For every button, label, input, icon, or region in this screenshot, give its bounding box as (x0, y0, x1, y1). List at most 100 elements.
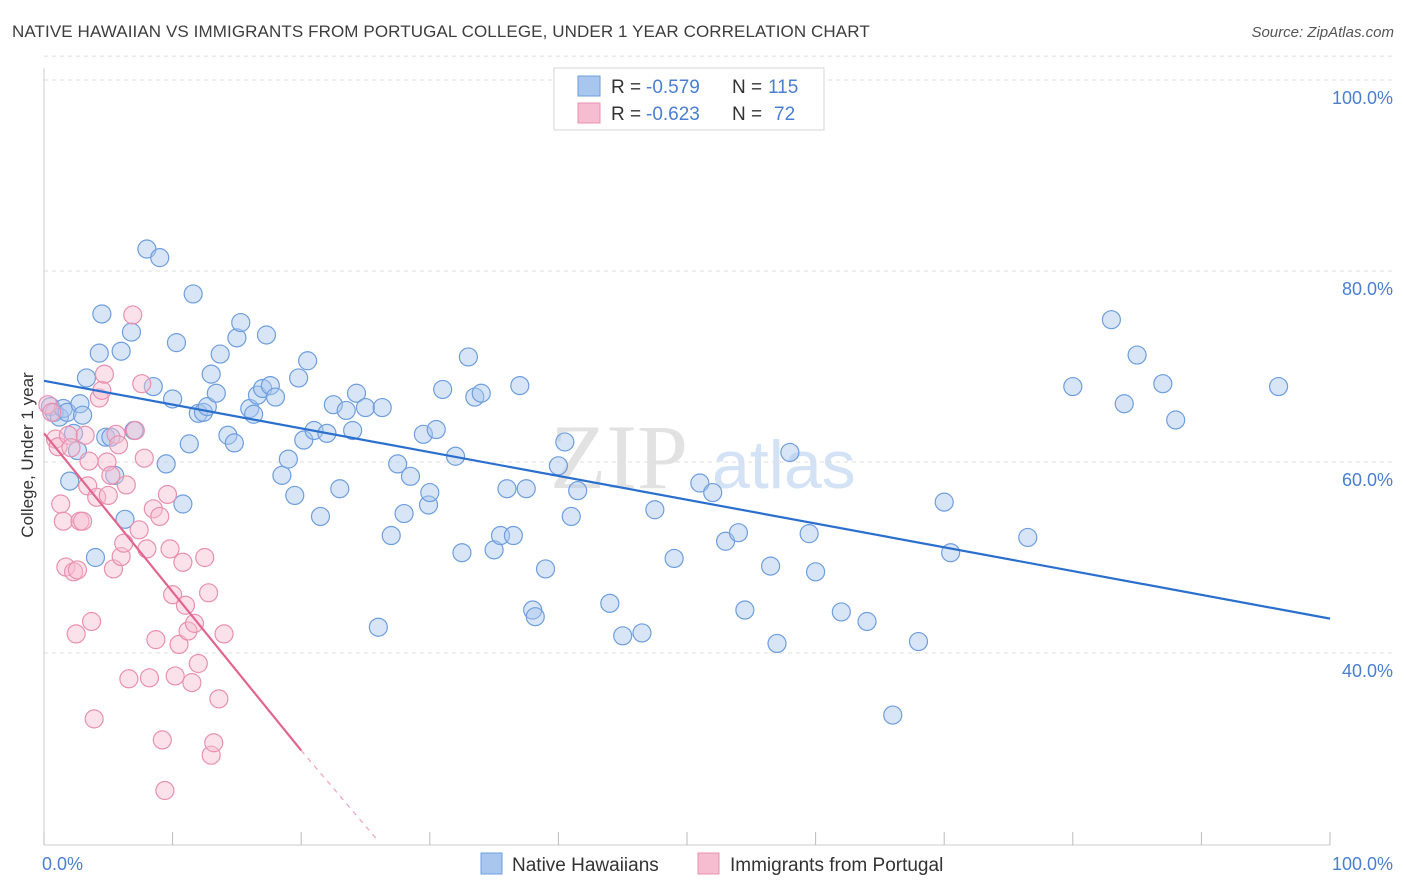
data-point (535, 559, 556, 579)
data-point (525, 607, 545, 627)
data-point (857, 611, 877, 632)
data-point (372, 397, 392, 418)
data-point (81, 611, 102, 632)
data-point (1018, 527, 1038, 548)
trend-line-immigrants-from-portugal (43, 432, 303, 752)
data-point (129, 520, 149, 540)
data-point (184, 613, 205, 633)
legend-n-value-1: 115 (768, 77, 798, 98)
data-point (160, 539, 180, 559)
data-point (760, 556, 781, 576)
x-tick-label-min: 0.0% (42, 854, 83, 874)
data-point (388, 454, 408, 474)
data-point (413, 424, 433, 444)
trend-lines (43, 379, 1331, 842)
data-point (278, 449, 298, 469)
data-point (294, 430, 314, 450)
y-tick-label-40: 40.0% (1342, 661, 1393, 681)
data-point (510, 376, 530, 396)
bottom-legend-label-2: Immigrants from Portugal (730, 855, 943, 876)
legend-r-value-1: -0.579 (646, 77, 700, 98)
data-point (394, 503, 414, 524)
data-point (201, 745, 221, 765)
watermark-zip: ZIP (550, 406, 688, 508)
y-tick-labels: 40.0% 60.0% 80.0% 100.0% (1332, 88, 1393, 681)
data-point (72, 511, 93, 531)
data-point (497, 479, 517, 499)
legend-r-label-1: R = (611, 77, 641, 98)
data-point (79, 451, 99, 471)
bottom-legend-label-1: Native Hawaiians (512, 855, 659, 876)
data-point (152, 730, 172, 750)
x-ticks (43, 832, 1331, 845)
data-point (188, 653, 208, 674)
data-point (767, 633, 787, 654)
y-tick-label-80: 80.0% (1342, 279, 1393, 299)
data-point (458, 347, 478, 367)
data-point (381, 525, 401, 546)
data-point (632, 623, 652, 643)
data-point (173, 494, 193, 514)
data-point (214, 624, 234, 644)
data-point (343, 420, 363, 441)
data-point (150, 248, 170, 268)
data-point (85, 547, 106, 568)
data-point (94, 364, 115, 384)
data-point (123, 305, 143, 325)
data-point (555, 432, 575, 452)
data-point (206, 383, 226, 403)
data-point (1268, 376, 1289, 397)
data-point (121, 322, 142, 342)
data-point (561, 506, 581, 527)
legend-n-value-2: 72 (774, 104, 795, 125)
gridlines (44, 55, 1393, 654)
data-point (433, 379, 453, 400)
data-point (166, 333, 187, 353)
data-point (664, 548, 684, 569)
data-point (516, 479, 536, 499)
data-point (143, 376, 163, 397)
chart-title: NATIVE HAWAIIAN VS IMMIGRANTS FROM PORTU… (12, 22, 870, 41)
data-point (1153, 374, 1173, 394)
data-point (66, 624, 86, 644)
data-point (101, 465, 121, 485)
legend-n-label-1: N = (732, 77, 762, 98)
data-point (143, 499, 163, 519)
data-point (134, 448, 154, 468)
data-point (227, 328, 247, 348)
data-point (132, 374, 152, 394)
data-point (165, 666, 185, 686)
data-point (61, 438, 81, 458)
data-point (156, 454, 176, 474)
data-point (310, 506, 331, 527)
legend-r-label-2: R = (611, 104, 641, 125)
data-point (210, 344, 230, 364)
bottom-legend-swatch-pink (697, 852, 720, 875)
data-point (115, 509, 135, 529)
data-point (209, 689, 229, 709)
data-point (484, 540, 504, 560)
data-point (336, 400, 356, 421)
data-point (199, 583, 219, 603)
data-point (98, 485, 118, 506)
y-tick-label-60: 60.0% (1342, 470, 1393, 490)
data-point (805, 562, 826, 582)
data-point (42, 402, 62, 422)
data-point (420, 482, 440, 503)
data-point (452, 543, 472, 563)
data-point (289, 368, 309, 388)
data-point (256, 325, 277, 345)
data-point (183, 284, 203, 304)
y-axis-label: College, Under 1 year (18, 372, 37, 538)
y-tick-label-100: 100.0% (1332, 88, 1393, 108)
data-point (163, 585, 183, 605)
data-point (58, 425, 79, 445)
data-point (703, 482, 723, 503)
data-point (204, 733, 224, 753)
data-point (260, 376, 280, 396)
data-point (426, 419, 446, 440)
watermark-atlas: atlas (712, 427, 856, 503)
legend-swatch-pink (577, 102, 601, 124)
data-point (178, 621, 198, 641)
